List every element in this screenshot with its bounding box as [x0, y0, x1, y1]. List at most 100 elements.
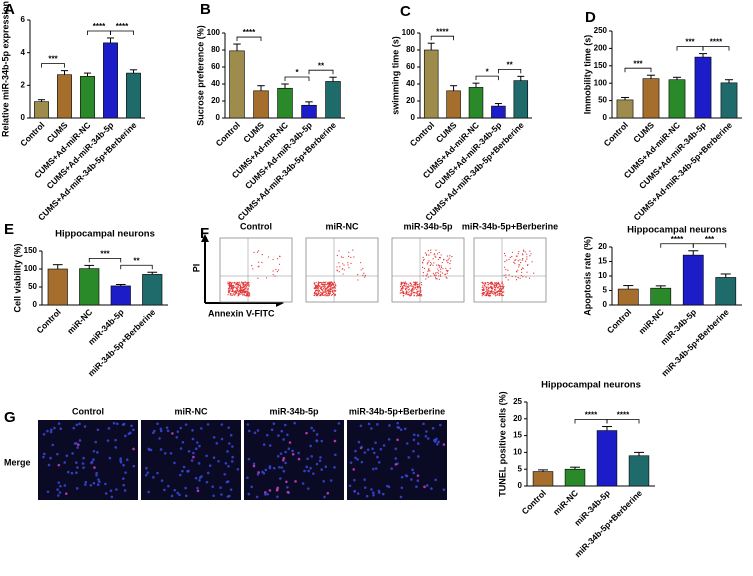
- flow-dot: [447, 259, 449, 261]
- flow-dot: [437, 258, 440, 260]
- nucleus: [291, 449, 294, 453]
- flow-dot: [244, 285, 246, 287]
- nucleus: [165, 426, 169, 429]
- flow-dot: [488, 290, 490, 292]
- flow-dot: [360, 269, 362, 271]
- microscopy-image: [347, 420, 447, 500]
- nucleus: [285, 480, 288, 484]
- nucleus: [367, 422, 371, 426]
- flow-dot: [416, 283, 418, 285]
- flow-dot: [334, 286, 336, 288]
- flow-dot: [406, 291, 408, 293]
- flow-dot: [420, 289, 422, 291]
- significance-label: *: [295, 68, 299, 77]
- flow-dot: [487, 284, 489, 286]
- flow-dot: [404, 287, 406, 289]
- nucleus: [228, 442, 231, 445]
- flow-dot: [247, 292, 249, 294]
- flow-dot: [430, 275, 432, 277]
- flow-plot: [391, 237, 465, 303]
- flow-dot: [327, 286, 329, 288]
- flow-dot: [511, 256, 513, 258]
- image-title: miR-34b-5p+Berberine: [349, 406, 445, 416]
- flow-dot: [243, 290, 246, 293]
- flow-dot: [403, 285, 406, 287]
- nucleus: [176, 430, 180, 433]
- flow-dot: [245, 287, 247, 289]
- y-tick-label: 200: [594, 44, 608, 53]
- nucleus: [396, 421, 399, 425]
- nucleus: [112, 421, 116, 425]
- flow-dot: [500, 290, 503, 293]
- flow-dot: [330, 281, 332, 284]
- flow-dot: [436, 278, 438, 280]
- flow-dot: [414, 283, 416, 285]
- flow-dot: [428, 254, 430, 256]
- nucleus: [119, 457, 123, 460]
- nucleus: [50, 428, 53, 432]
- flow-dot: [436, 253, 439, 255]
- nucleus: [374, 467, 378, 470]
- nucleus: [403, 427, 407, 431]
- flow-dot: [419, 295, 421, 297]
- nucleus: [247, 492, 251, 496]
- nucleus: [231, 455, 234, 459]
- flow-dot: [418, 283, 420, 286]
- nucleus: [305, 465, 309, 469]
- flow-dot: [522, 258, 524, 260]
- flow-dot: [495, 282, 497, 284]
- nucleus: [49, 430, 53, 434]
- nucleus: [124, 471, 127, 474]
- nucleus: [286, 433, 289, 437]
- bar: [229, 50, 245, 119]
- nucleus: [250, 485, 253, 489]
- flow-dot: [334, 293, 336, 296]
- flow-dot: [427, 261, 429, 264]
- flow-dot: [511, 275, 513, 278]
- flow-dot: [320, 287, 322, 289]
- flow-dot: [434, 276, 437, 278]
- significance-label: ****: [710, 38, 723, 47]
- flow-dot: [496, 294, 498, 296]
- bar: [628, 455, 650, 487]
- flow-dot: [322, 293, 324, 295]
- flow-title: miR-34b-5p: [403, 221, 453, 231]
- nucleus: [253, 431, 257, 435]
- flow-dot: [447, 270, 449, 272]
- nucleus: [434, 438, 437, 442]
- nucleus: [282, 456, 286, 460]
- flow-dot: [503, 291, 505, 293]
- significance-bracket: [606, 419, 640, 424]
- nucleus: [252, 462, 256, 466]
- flow-dot: [416, 290, 419, 292]
- flow-y-label: PI: [191, 264, 201, 273]
- flow-dot: [408, 286, 410, 288]
- nucleus: [280, 429, 284, 433]
- flow-dot: [246, 284, 248, 286]
- nucleus: [53, 426, 56, 430]
- nucleus: [167, 484, 170, 488]
- nucleus: [416, 434, 420, 437]
- nucleus: [437, 440, 440, 444]
- flow-dot: [497, 283, 500, 285]
- flow-dot: [267, 256, 270, 258]
- flow-dot: [494, 283, 496, 285]
- flow-dot: [318, 284, 320, 286]
- nucleus: [46, 490, 50, 494]
- flow-dot: [400, 288, 402, 290]
- nucleus: [81, 462, 85, 465]
- nucleus: [146, 471, 150, 475]
- flow-dot: [435, 278, 437, 280]
- flow-dot: [360, 262, 362, 264]
- flow-dot: [332, 291, 334, 293]
- flow-dot: [246, 289, 248, 291]
- flow-dot: [481, 285, 484, 287]
- significance-label: ****: [243, 28, 256, 37]
- nucleus: [400, 486, 404, 490]
- nucleus: [225, 480, 229, 484]
- bar: [468, 87, 484, 119]
- flow-dot: [500, 293, 503, 295]
- nucleus: [96, 451, 99, 454]
- flow-dot: [446, 255, 449, 257]
- y-tick-label: 0: [518, 481, 523, 490]
